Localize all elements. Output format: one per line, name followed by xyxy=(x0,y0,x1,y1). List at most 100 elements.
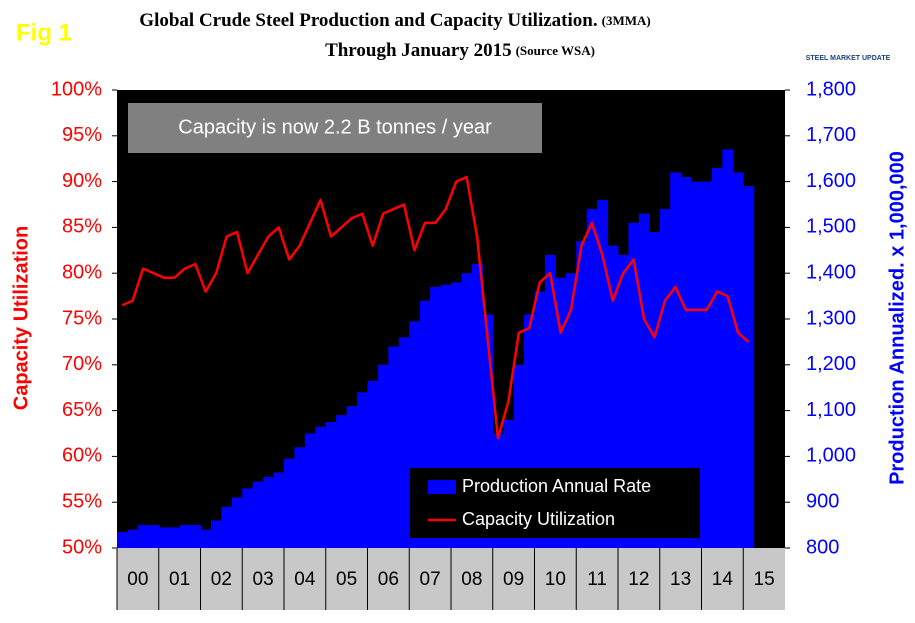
bar xyxy=(127,529,139,548)
y2-tick-label: 900 xyxy=(806,490,839,512)
bar xyxy=(440,284,452,548)
bar xyxy=(419,300,431,548)
x-tick-label: 11 xyxy=(587,569,607,590)
bar xyxy=(304,433,316,548)
x-tick-label: 13 xyxy=(670,569,691,590)
x-tick-label: 09 xyxy=(503,569,524,590)
legend-swatch xyxy=(428,480,456,494)
legend xyxy=(410,468,700,538)
bar xyxy=(430,286,442,548)
x-tick-label: 03 xyxy=(253,569,274,590)
bar xyxy=(607,245,619,548)
y-axis-title: Capacity Utilization xyxy=(10,226,32,410)
bar xyxy=(169,527,181,548)
y-tick-label: 55% xyxy=(62,490,102,512)
bar xyxy=(336,415,348,548)
y-tick-label: 75% xyxy=(62,307,102,329)
y2-tick-label: 800 xyxy=(806,536,839,558)
bar xyxy=(711,167,723,549)
x-tick-label: 06 xyxy=(378,569,399,590)
x-tick-label: 02 xyxy=(211,569,232,590)
y-tick-label: 100% xyxy=(51,78,102,100)
y2-tick-label: 1,300 xyxy=(806,307,856,329)
bar xyxy=(231,497,243,548)
bar xyxy=(377,364,389,548)
y2-tick-label: 1,200 xyxy=(806,353,856,375)
y-tick-label: 80% xyxy=(62,261,102,283)
bar xyxy=(471,264,483,548)
bar xyxy=(482,314,494,548)
bar xyxy=(722,149,734,549)
legend-label: Production Annual Rate xyxy=(462,476,651,496)
bar xyxy=(513,364,525,548)
bar xyxy=(190,525,201,548)
x-tick-label: 14 xyxy=(712,569,734,590)
bar xyxy=(680,177,692,548)
bar xyxy=(388,346,400,548)
y2-tick-label: 1,800 xyxy=(806,78,856,100)
bar xyxy=(137,525,149,548)
annotation: Capacity is now 2.2 B tonnes / year xyxy=(178,116,492,138)
legend-label: Capacity Utilization xyxy=(462,509,615,529)
bar xyxy=(670,172,682,548)
y-tick-label: 60% xyxy=(62,445,102,467)
bar xyxy=(732,172,744,548)
bar xyxy=(451,282,462,548)
line xyxy=(121,175,750,440)
bar xyxy=(691,181,702,548)
chart-title: Global Crude Steel Production and Capaci… xyxy=(139,10,650,31)
bar xyxy=(597,199,609,549)
x-tick-label: 08 xyxy=(461,569,482,590)
bar xyxy=(565,273,577,548)
bar xyxy=(628,222,640,548)
y-tick-label: 65% xyxy=(62,399,102,421)
bar xyxy=(576,241,588,548)
bar xyxy=(461,273,473,548)
fig-label: Fig 1 xyxy=(16,19,72,46)
bar xyxy=(325,422,337,548)
x-tick-label: 01 xyxy=(169,569,190,590)
bar xyxy=(117,531,128,548)
bar xyxy=(210,520,222,548)
bar xyxy=(200,529,212,548)
x-tick-label: 05 xyxy=(336,569,357,590)
bar xyxy=(659,209,671,548)
bar xyxy=(294,447,306,548)
bar xyxy=(409,321,421,548)
y2-tick-label: 1,700 xyxy=(806,124,856,146)
y2-tick-label: 1,600 xyxy=(806,170,856,192)
y2-tick-label: 1,000 xyxy=(806,445,856,467)
bar xyxy=(618,254,629,548)
annotation-box xyxy=(128,103,542,153)
x-tick-label: 15 xyxy=(754,569,775,590)
y2-axis-title: Production Annualized. x 1,000,000 xyxy=(886,151,908,485)
x-tick-label: 00 xyxy=(127,569,148,590)
bar xyxy=(179,525,191,548)
y-tick-label: 90% xyxy=(62,170,102,192)
bar xyxy=(638,213,650,548)
y-tick-label: 50% xyxy=(62,536,102,558)
y-tick-label: 95% xyxy=(62,124,102,146)
y2-tick-label: 1,400 xyxy=(806,261,856,283)
y2-tick-label: 1,500 xyxy=(806,216,856,238)
x-tick-label: 10 xyxy=(545,569,566,590)
bar xyxy=(252,481,264,548)
bar xyxy=(367,380,379,548)
bar xyxy=(315,426,327,548)
bar xyxy=(524,314,535,548)
bar xyxy=(263,477,275,548)
y-tick-label: 70% xyxy=(62,353,102,375)
bar xyxy=(158,527,170,548)
bar xyxy=(273,472,285,548)
logo: STEEL MARKET UPDATE xyxy=(806,55,891,62)
x-tick-label: 12 xyxy=(628,569,649,590)
bar xyxy=(701,181,713,548)
bar xyxy=(284,458,295,548)
bar xyxy=(357,392,368,548)
bar xyxy=(148,525,160,548)
bar xyxy=(242,488,254,548)
bar xyxy=(398,337,410,548)
bar xyxy=(555,277,567,548)
